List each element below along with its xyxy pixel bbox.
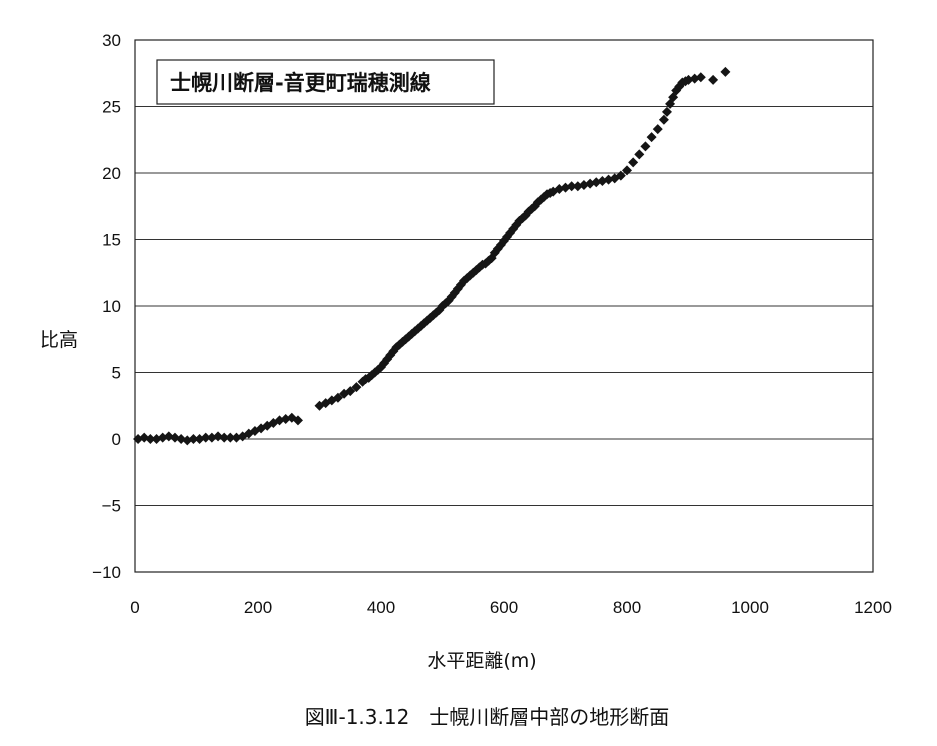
x-tick-label: 800	[613, 598, 641, 617]
data-point	[640, 141, 651, 152]
x-tick-label: 200	[244, 598, 272, 617]
x-tick-label: 1200	[854, 598, 892, 617]
data-point	[225, 432, 236, 443]
x-tick-label: 600	[490, 598, 518, 617]
data-point	[566, 181, 577, 192]
title-box: 士幌川断層-音更町瑞穂測線	[156, 59, 495, 105]
data-point	[634, 149, 645, 160]
plot-frame	[134, 39, 874, 573]
data-point	[628, 157, 639, 168]
x-axis: 0 200 400 600 800 1000 1200	[130, 598, 892, 617]
data-point	[505, 227, 516, 238]
data-point	[351, 382, 362, 393]
data-point	[695, 72, 706, 83]
data-point	[345, 386, 356, 397]
x-tick-label: 400	[367, 598, 395, 617]
y-tick-label: 30	[102, 31, 121, 50]
data-point	[145, 434, 156, 444]
chart-title: 士幌川断層-音更町瑞穂測線	[170, 71, 431, 95]
data-point	[332, 392, 343, 403]
y-axis-title: 比高	[40, 329, 78, 351]
data-point	[188, 434, 199, 444]
figure-caption: 図Ⅲ-1.3.12 士幌川断層中部の地形断面	[305, 705, 670, 729]
data-point	[622, 165, 632, 176]
y-axis: −10 −5 0 5 10 15 20 25 30	[92, 31, 121, 582]
data-point	[292, 415, 303, 426]
y-tick-label: 10	[102, 297, 121, 316]
data-point	[720, 66, 731, 77]
data-point	[615, 170, 626, 181]
data-point	[219, 432, 230, 443]
y-tick-label: −10	[92, 563, 121, 582]
y-tick-label: 25	[102, 98, 121, 117]
grid-lines	[135, 106, 873, 506]
data-point	[661, 106, 672, 117]
data-point	[658, 114, 669, 125]
data-points	[133, 66, 731, 446]
y-tick-label: 20	[102, 164, 121, 183]
y-tick-label: 5	[112, 364, 121, 383]
data-point	[200, 432, 211, 443]
x-tick-label: 0	[130, 598, 139, 617]
data-point	[646, 132, 657, 143]
x-axis-title: 水平距離(m)	[427, 650, 536, 672]
y-tick-label: 0	[112, 430, 121, 449]
x-tick-label: 1000	[731, 598, 769, 617]
y-tick-label: 15	[102, 231, 121, 250]
data-point	[652, 124, 663, 135]
y-tick-label: −5	[102, 497, 121, 516]
data-point	[708, 74, 719, 85]
